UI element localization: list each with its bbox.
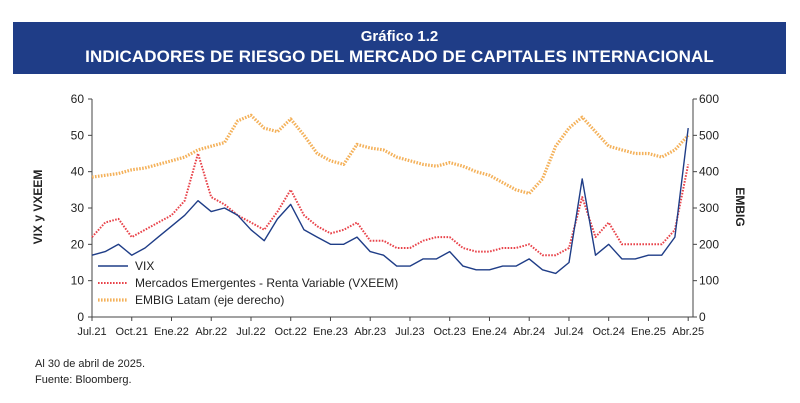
chart-main-title: INDICADORES DE RIESGO DEL MERCADO DE CAP…: [85, 47, 714, 66]
x-tick-label: Jul.24: [554, 326, 583, 338]
y-left-tick-label: 20: [71, 237, 85, 251]
chart-number-title: Gráfico 1.2: [360, 28, 439, 45]
x-tick-label: Abr.22: [195, 326, 227, 338]
series-line-vxeem: [91, 152, 690, 257]
legend-label-vxeem: Mercados Emergentes - Renta Variable (VX…: [135, 276, 398, 290]
x-tick-label: Ene.23: [313, 326, 348, 338]
x-tick-label: Abr.23: [354, 326, 386, 338]
y-left-tick-label: 30: [71, 201, 85, 215]
x-tick-label: Oct.22: [275, 326, 307, 338]
y-right-tick-label: 500: [699, 128, 719, 142]
y-right-tick-label: 300: [699, 201, 719, 215]
chart-header-banner: Gráfico 1.2 INDICADORES DE RIESGO DEL ME…: [13, 22, 786, 74]
legend-label-embig: EMBIG Latam (eje derecho): [135, 293, 284, 307]
y-axis-right-title: EMBIG: [733, 187, 747, 227]
y-left-tick-label: 50: [71, 128, 85, 142]
x-tick-label: Jul.21: [77, 326, 106, 338]
series-line-vix: [91, 128, 689, 275]
x-tick-label: Oct.24: [592, 326, 624, 338]
y-right-tick-label: 400: [699, 165, 719, 179]
date-note: Al 30 de abril de 2025.: [35, 358, 146, 370]
x-tick-label: Abr.24: [513, 326, 545, 338]
x-tick-label: Oct.23: [434, 326, 466, 338]
x-tick-label: Ene.24: [472, 326, 507, 338]
x-tick-label: Oct.21: [116, 326, 148, 338]
x-tick-label: Jul.23: [395, 326, 424, 338]
x-tick-label: Abr.25: [672, 326, 704, 338]
x-tick-label: Jul.22: [236, 326, 265, 338]
y-left-tick-label: 0: [77, 310, 84, 324]
y-axis-left-title: VIX y VXEEM: [31, 169, 45, 245]
series-line-embig: [91, 113, 690, 196]
y-right-tick-label: 600: [699, 92, 719, 106]
x-tick-label: Ene.22: [154, 326, 189, 338]
y-left-tick-label: 60: [71, 92, 85, 106]
y-left-tick-label: 10: [71, 274, 85, 288]
y-left-tick-label: 40: [71, 165, 85, 179]
y-right-tick-label: 0: [699, 310, 706, 324]
x-tick-label: Ene.25: [631, 326, 666, 338]
source-note: Fuente: Bloomberg.: [35, 374, 132, 386]
y-right-tick-label: 200: [699, 237, 719, 251]
legend-label-vix: VIX: [135, 259, 154, 273]
y-right-tick-label: 100: [699, 274, 719, 288]
